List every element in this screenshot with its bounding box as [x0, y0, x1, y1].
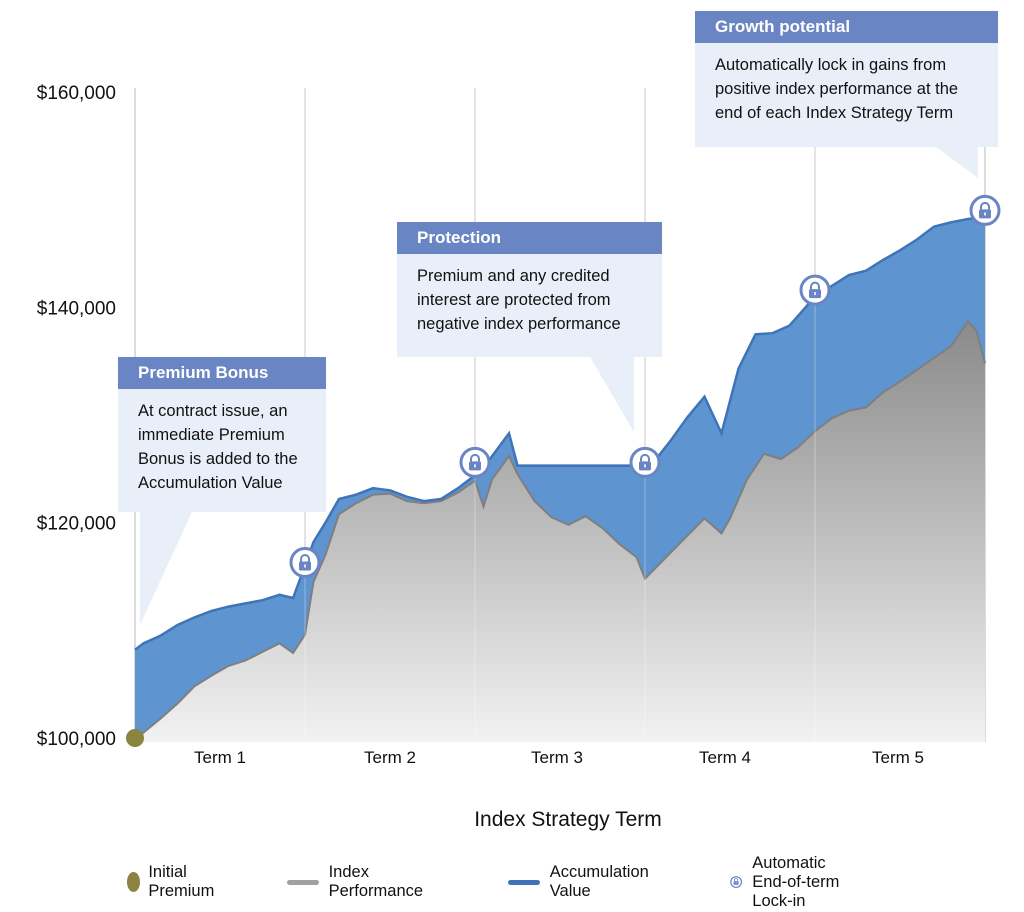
- lock-keyhole: [644, 464, 646, 468]
- growth-potential-title: Growth potential: [695, 11, 998, 43]
- y-tick-label: $120,000: [37, 514, 116, 535]
- lock-shackle: [810, 281, 820, 290]
- protection-callout: Protection Premium and any credited inte…: [397, 222, 662, 357]
- lock-icon: [799, 274, 831, 306]
- x-category-label: Term 5: [872, 748, 924, 767]
- growth-potential-callout: Growth potential Automatically lock in g…: [695, 11, 998, 147]
- accumulation-value-swatch: [508, 879, 540, 885]
- x-category-label: Term 2: [364, 748, 416, 767]
- premium-bonus-title: Premium Bonus: [118, 357, 326, 389]
- lock-keyhole: [304, 564, 306, 568]
- bonus-callout-pointer: [140, 512, 192, 625]
- premium-bonus-text: At contract issue, an immediate Premium …: [138, 402, 298, 492]
- legend-label: Index Performance: [328, 863, 424, 900]
- y-tick-label: $100,000: [37, 729, 116, 750]
- lock-shackle: [640, 453, 650, 462]
- x-category-label: Term 3: [531, 748, 583, 767]
- legend-item-index-performance: Index Performance: [287, 863, 433, 900]
- legend-item-initial-premium: Initial Premium: [127, 863, 221, 900]
- lock-icon: [730, 876, 743, 888]
- lock-keyhole: [814, 292, 816, 296]
- lock-shackle: [300, 554, 310, 562]
- y-tick-label: $140,000: [37, 298, 116, 319]
- index-performance-area: [135, 321, 985, 742]
- lock-icon: [969, 194, 1001, 226]
- lockin-markers: [289, 194, 1001, 579]
- index-performance-line: [134, 319, 986, 739]
- premium-bonus-callout: Premium Bonus At contract issue, an imme…: [118, 357, 326, 512]
- legend-label: Initial Premium: [148, 863, 215, 900]
- x-axis-title: Index Strategy Term: [474, 808, 662, 831]
- x-category-label: Term 4: [699, 748, 751, 767]
- x-category-label: Term 1: [194, 748, 246, 767]
- accumulation-value-line: [134, 215, 986, 651]
- legend-label: Accumulation Value: [549, 863, 649, 900]
- lock-keyhole: [984, 212, 986, 216]
- lock-keyhole: [474, 464, 476, 468]
- protection-text: Premium and any credited interest are pr…: [417, 267, 621, 333]
- initial-premium-swatch: [127, 872, 141, 892]
- y-tick-label: $160,000: [37, 83, 116, 104]
- lock-shackle: [980, 201, 990, 210]
- lock-shackle: [470, 453, 480, 462]
- legend-item-accumulation-value: Accumulation Value: [508, 863, 659, 900]
- growth-callout-pointer: [936, 147, 978, 178]
- initial-premium-marker: [126, 729, 144, 747]
- legend-label: Automatic End-of-term Lock-in: [752, 853, 840, 910]
- legend-item-lockin: Automatic End-of-term Lock-in: [730, 854, 843, 910]
- lock-icon: [289, 547, 321, 579]
- lock-icon: [629, 446, 661, 478]
- growth-potential-text: Automatically lock in gains from positiv…: [715, 56, 959, 122]
- protection-callout-pointer: [590, 357, 634, 432]
- lock-icon: [459, 446, 491, 478]
- protection-title: Protection: [397, 222, 662, 254]
- index-performance-swatch: [287, 879, 319, 885]
